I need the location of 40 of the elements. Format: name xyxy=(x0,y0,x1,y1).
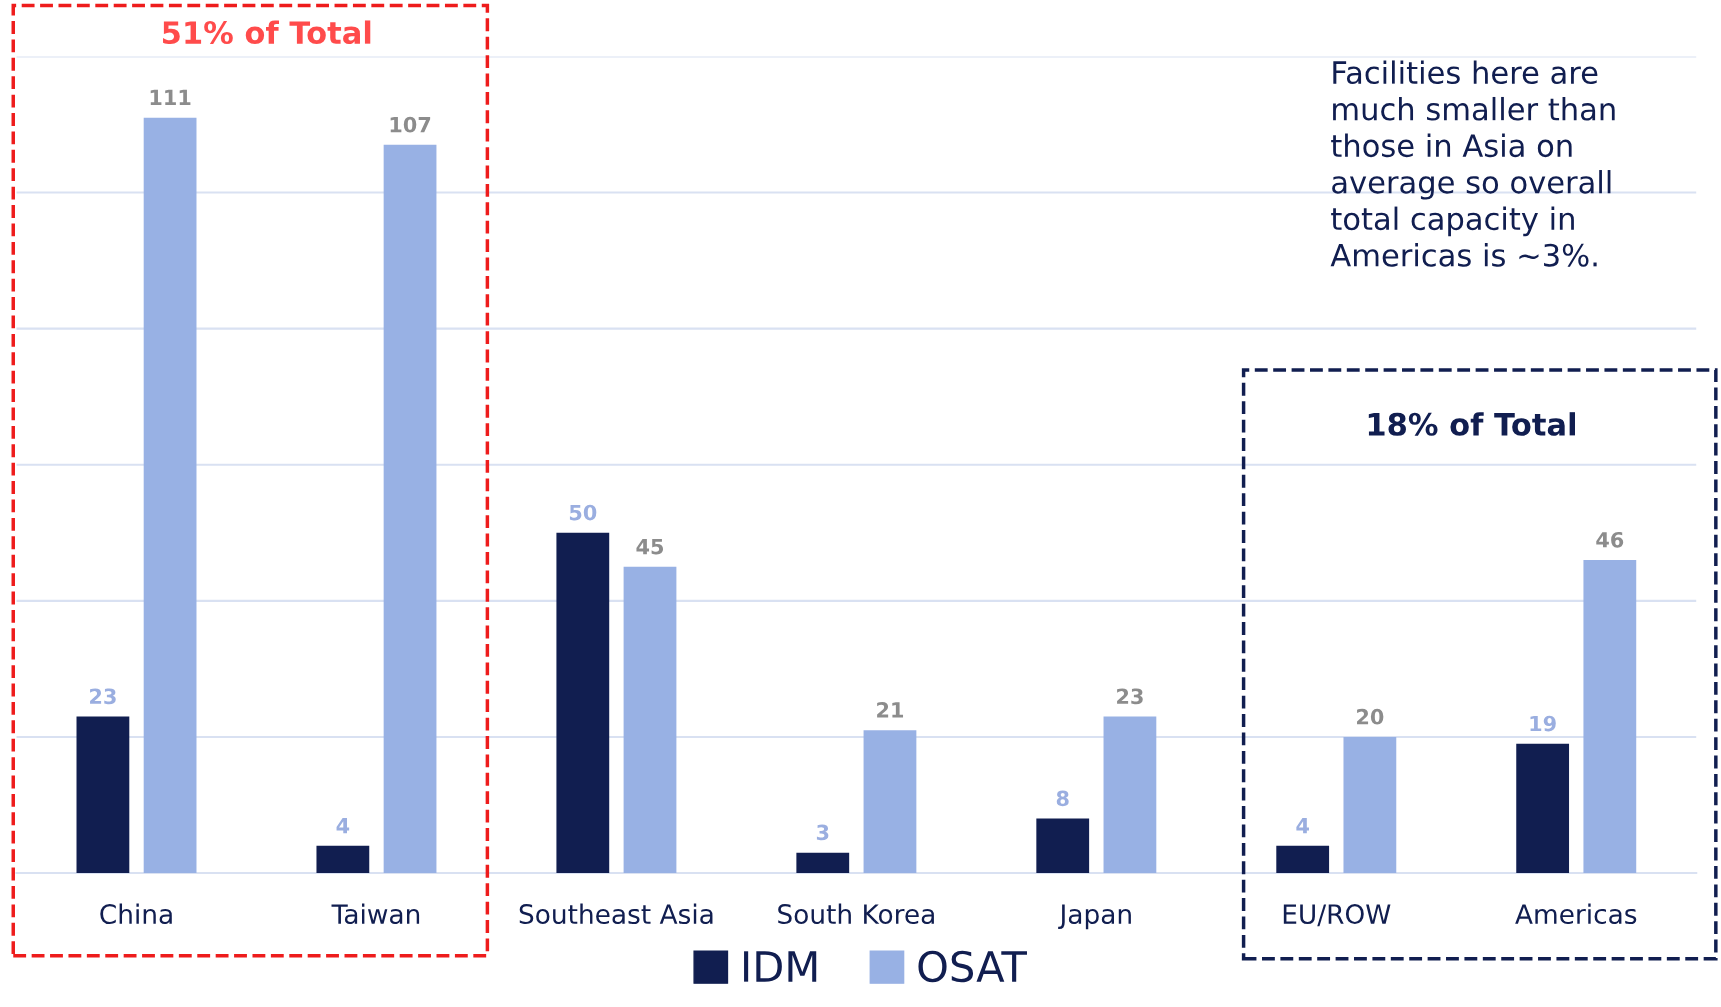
bar xyxy=(143,117,197,874)
bar xyxy=(556,532,610,874)
data-label: 45 xyxy=(636,538,664,555)
annotation: 18% of Total xyxy=(1368,412,1575,436)
bar xyxy=(863,730,917,874)
bar xyxy=(383,144,437,874)
x-tick-label: Americas xyxy=(1515,903,1637,925)
bar xyxy=(1343,736,1397,874)
bar xyxy=(316,845,370,874)
data-label: 21 xyxy=(877,702,904,718)
data-label: 23 xyxy=(1117,688,1143,705)
x-tick-label: China xyxy=(100,903,172,925)
data-label: 50 xyxy=(569,504,597,521)
annotation: Facilities here are much smaller than those in Asia on average so overall total capacity in Americas is ~3%. xyxy=(1330,60,1615,267)
x-tick-label: EU/ROW xyxy=(1283,904,1391,927)
x-tick-label: Southeast Asia xyxy=(519,903,713,925)
data-label: 3 xyxy=(816,824,829,841)
bar xyxy=(796,852,850,874)
data-label: 23 xyxy=(90,688,116,705)
data-label: 111 xyxy=(150,89,191,105)
x-tick-label: Taiwan xyxy=(331,903,420,925)
data-label: 4 xyxy=(336,817,350,834)
text: 51% of Total xyxy=(163,20,371,45)
bar xyxy=(76,716,130,874)
bar xyxy=(1036,818,1090,874)
x-tick-label: Japan xyxy=(1058,904,1131,930)
bar xyxy=(623,566,677,874)
bar xyxy=(1583,560,1637,874)
data-label: 20 xyxy=(1357,708,1384,725)
data-label: 107 xyxy=(390,116,431,133)
data-label: 46 xyxy=(1596,531,1624,548)
bar xyxy=(1516,743,1570,874)
data-label: 4 xyxy=(1296,817,1309,834)
data-label: 19 xyxy=(1530,715,1556,732)
legend-label: IDM xyxy=(744,951,817,982)
x-tick-label: South Korea xyxy=(778,903,934,925)
bar xyxy=(1103,716,1157,874)
legend-label: OSAT xyxy=(918,950,1027,983)
data-label: 8 xyxy=(1056,790,1069,807)
bar xyxy=(1276,845,1330,874)
